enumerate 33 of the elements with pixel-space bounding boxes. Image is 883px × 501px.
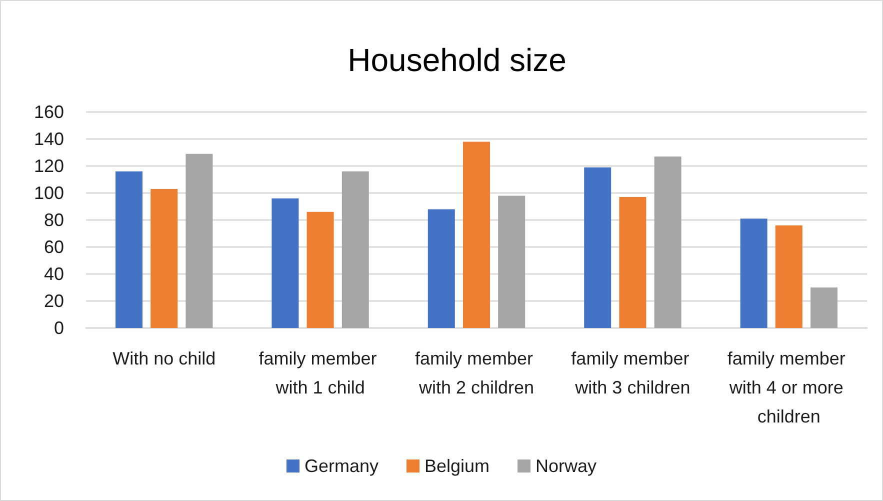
- x-tick-label: With no child: [112, 348, 216, 368]
- bar: [810, 288, 838, 328]
- y-tick-label: 20: [44, 291, 64, 311]
- x-tick-label: family member with 4 or more children: [727, 348, 850, 426]
- bar: [428, 209, 455, 328]
- x-tick-label: family member with 3 children: [571, 348, 694, 398]
- y-tick-label: 100: [34, 183, 64, 203]
- y-tick-label: 120: [34, 156, 64, 176]
- bar: [342, 171, 369, 328]
- y-tick-label: 40: [44, 264, 64, 284]
- x-tick-label: family member with 1 child: [258, 348, 382, 398]
- bar: [463, 142, 490, 328]
- legend-label: Belgium: [424, 456, 490, 476]
- bar: [654, 156, 682, 328]
- x-tick-label: family member with 2 children: [414, 348, 538, 398]
- bar: [186, 154, 213, 328]
- bar: [150, 188, 178, 328]
- bar: [740, 218, 768, 328]
- y-tick-label: 80: [44, 210, 64, 230]
- y-tick-label: 140: [34, 129, 64, 149]
- bar: [584, 167, 612, 328]
- legend-label: Germany: [304, 456, 378, 476]
- bar: [775, 225, 802, 328]
- chart-title: Household size: [348, 42, 566, 78]
- legend-label: Norway: [536, 456, 597, 476]
- y-tick-label: 160: [34, 102, 64, 122]
- bar: [272, 198, 299, 328]
- bar: [498, 196, 526, 328]
- bar: [619, 197, 646, 328]
- y-tick-label: 0: [54, 318, 64, 338]
- bar: [306, 212, 334, 328]
- y-tick-label: 60: [44, 237, 64, 257]
- bar: [116, 171, 142, 328]
